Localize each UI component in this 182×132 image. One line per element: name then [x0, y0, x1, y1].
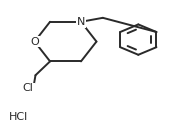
Text: Cl: Cl: [23, 83, 34, 93]
Text: HCl: HCl: [9, 112, 28, 122]
Text: N: N: [77, 17, 85, 27]
Text: O: O: [30, 37, 39, 47]
